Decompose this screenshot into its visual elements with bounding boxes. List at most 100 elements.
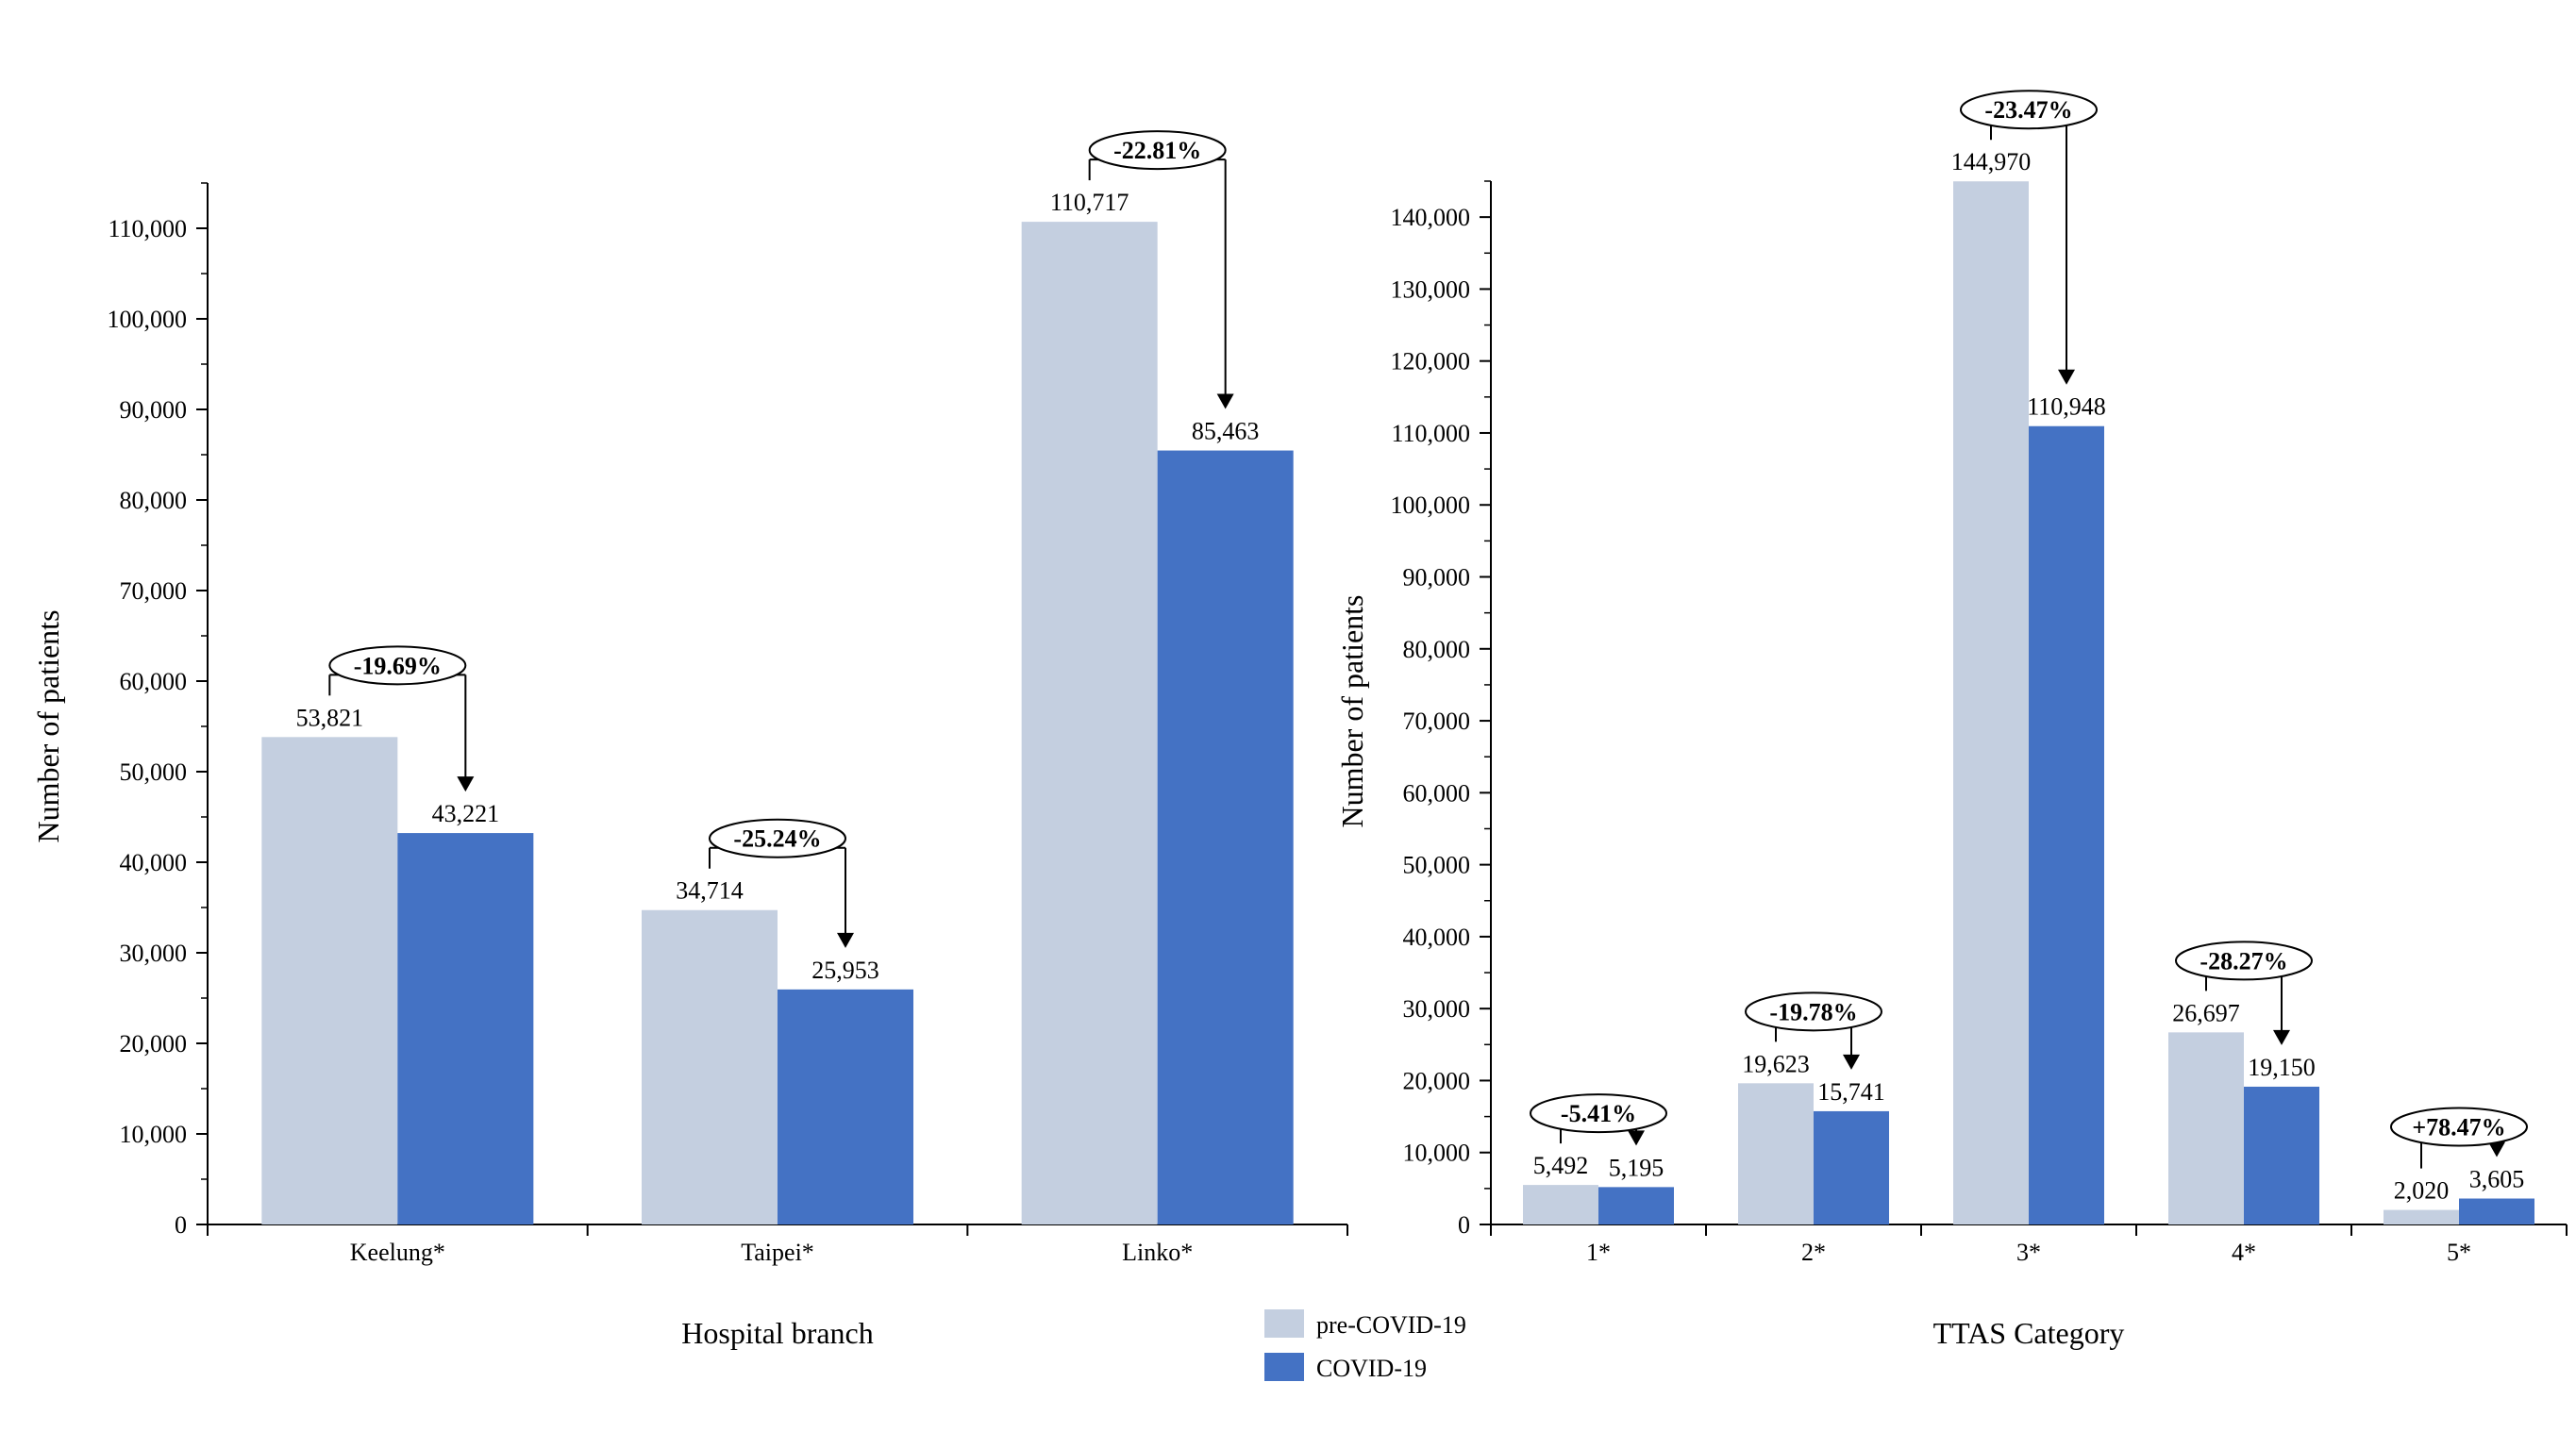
change-arrow-head [1843,1054,1860,1070]
y-axis-title: Number of patients [1335,594,1369,827]
y-tick-label: 30,000 [1403,995,1471,1023]
y-tick-label: 100,000 [1391,491,1471,519]
bar-covid-4 [2459,1198,2534,1224]
y-axis-title: Number of patients [31,609,65,842]
x-tick-label: 1* [1586,1239,1611,1266]
value-label-covid: 5,195 [1609,1154,1664,1181]
change-oval [1745,991,1882,1032]
value-label-pre-covid: 34,714 [676,877,744,905]
chart-hospital-branch: 0 10,000 20,000 30,000 40,000 50,000 60,000 70,… [31,130,1348,1350]
change-oval [2390,1107,2528,1147]
bar-pre-covid-2 [1953,181,2029,1225]
x-tick-label: Keelung* [350,1239,445,1266]
value-label-covid: 3,605 [2469,1166,2525,1193]
y-tick-label: 40,000 [120,849,188,876]
value-label-pre-covid: 110,717 [1050,189,1129,216]
legend-label-pre-covid: pre-COVID-19 [1316,1311,1466,1339]
y-tick-label: 10,000 [120,1121,188,1148]
value-label-covid: 19,150 [2248,1054,2316,1081]
y-tick-label: 0 [175,1211,187,1239]
y-tick-label: 10,000 [1403,1140,1471,1167]
y-tick-label: 70,000 [120,577,188,605]
value-label-pre-covid: 144,970 [1951,148,2032,175]
y-tick-label: 110,000 [1391,420,1470,447]
change-arrow-head [1216,393,1234,409]
value-label-pre-covid: 5,492 [1533,1152,1589,1179]
change-arrow-head [1628,1130,1645,1146]
y-tick-label: 120,000 [1391,348,1471,375]
legend-swatch-covid [1264,1353,1304,1381]
y-tick-label: 50,000 [120,758,188,786]
y-tick-label: 60,000 [1403,779,1471,807]
bar-covid-3 [2244,1086,2319,1224]
change-percent-label: -19.78% [1769,998,1857,1025]
y-tick-label: 80,000 [1403,636,1471,663]
change-percent-label: +78.47% [2412,1114,2505,1141]
y-tick-label: 40,000 [1403,924,1471,951]
bar-covid-0 [1598,1187,1674,1224]
y-tick-label: 70,000 [1403,708,1471,735]
bar-covid-2 [1157,450,1294,1225]
value-label-pre-covid: 53,821 [296,704,364,731]
change-arrow-head [2273,1029,2290,1045]
x-tick-label: Taipei* [741,1239,814,1266]
bar-covid-0 [397,833,534,1224]
change-percent-label: -22.81% [1113,137,1201,164]
y-tick-label: 90,000 [1403,564,1471,591]
change-oval [1530,1093,1667,1134]
bar-covid-1 [778,989,913,1224]
change-percent-label: -5.41% [1561,1100,1636,1127]
x-tick-label: Linko* [1122,1239,1193,1266]
value-label-pre-covid: 26,697 [2172,999,2240,1026]
x-tick-label: 4* [2232,1239,2256,1266]
change-arrow-head [457,776,475,792]
y-tick-label: 0 [1458,1211,1470,1239]
x-axis-title: TTAS Category [1933,1316,2125,1350]
bar-pre-covid-0 [261,737,398,1224]
bar-covid-2 [2029,425,2104,1224]
legend: pre-COVID-19 COVID-19 [1264,1309,1466,1382]
value-label-covid: 85,463 [1192,418,1260,445]
y-tick-label: 30,000 [120,940,188,967]
y-tick-label: 60,000 [120,668,188,695]
value-label-pre-covid: 2,020 [2394,1177,2450,1205]
bar-covid-1 [1814,1110,1889,1224]
change-oval [2175,941,2313,981]
bar-pre-covid-0 [1523,1185,1598,1224]
y-tick-label: 50,000 [1403,852,1471,879]
value-label-covid: 43,221 [432,800,500,827]
bar-pre-covid-2 [1021,222,1158,1224]
x-tick-label: 3* [2016,1239,2041,1266]
bar-pre-covid-4 [2384,1209,2459,1224]
y-tick-label: 20,000 [1403,1067,1471,1094]
change-oval [1960,90,2098,130]
y-tick-label: 20,000 [120,1030,188,1058]
bar-pre-covid-3 [2168,1032,2244,1224]
legend-swatch-pre-covid [1264,1309,1304,1338]
change-arrow-head [2058,369,2075,385]
y-tick-label: 140,000 [1391,204,1471,231]
change-percent-label: -23.47% [1984,96,2072,124]
bar-pre-covid-1 [1738,1083,1814,1224]
change-oval [709,818,846,858]
y-tick-label: 90,000 [120,396,188,424]
y-tick-label: 130,000 [1391,275,1471,303]
y-tick-label: 100,000 [108,306,188,333]
change-oval [1088,130,1227,171]
value-label-pre-covid: 19,623 [1742,1050,1810,1077]
value-label-covid: 25,953 [811,957,879,984]
change-arrow-head [837,932,854,948]
change-percent-label: -19.69% [354,652,442,679]
change-arrow-head [2488,1141,2505,1158]
change-oval [328,645,467,686]
x-axis-title: Hospital branch [681,1316,874,1350]
change-percent-label: -25.24% [733,825,821,853]
bar-pre-covid-1 [642,909,778,1224]
chart-ttas-category: 0 10,000 20,000 30,000 40,000 50,000 60,000 70,… [1335,90,2568,1350]
y-tick-label: 80,000 [120,487,188,514]
x-tick-label: 5* [2447,1239,2471,1266]
value-label-covid: 110,948 [2027,393,2106,421]
legend-label-covid: COVID-19 [1316,1355,1427,1382]
x-tick-label: 2* [1801,1239,1826,1266]
